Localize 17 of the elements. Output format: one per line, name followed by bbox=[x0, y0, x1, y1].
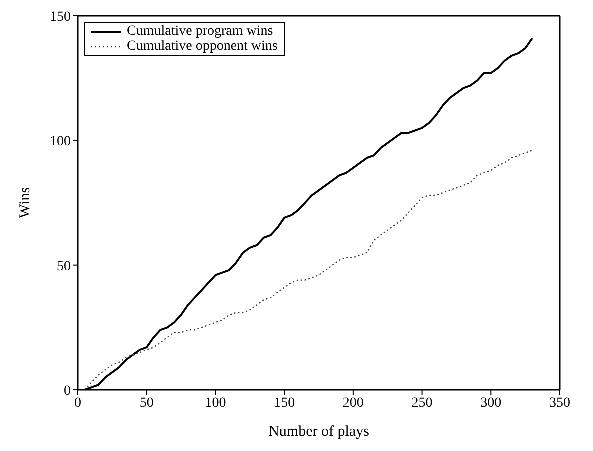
x-tick-label: 300 bbox=[480, 396, 502, 411]
y-tick-label: 100 bbox=[50, 134, 71, 150]
x-tick-label: 200 bbox=[342, 396, 364, 411]
legend-label: Cumulative opponent wins bbox=[127, 39, 278, 54]
x-tick-label: 250 bbox=[412, 396, 433, 411]
y-tick-label: 150 bbox=[50, 10, 71, 25]
legend-label: Cumulative program wins bbox=[127, 24, 274, 39]
y-axis-title: Wins bbox=[17, 187, 34, 219]
line-series bbox=[84, 150, 534, 390]
x-tick-label: 350 bbox=[550, 396, 570, 411]
x-tick-label: 50 bbox=[140, 396, 154, 411]
y-tick-label: 50 bbox=[57, 259, 71, 274]
y-tick-label: 0 bbox=[64, 384, 71, 399]
x-tick-label: 100 bbox=[205, 396, 226, 411]
x-axis-title: Number of plays bbox=[268, 424, 370, 440]
x-tick-label: 0 bbox=[74, 396, 82, 411]
x-tick-label: 150 bbox=[274, 396, 296, 411]
